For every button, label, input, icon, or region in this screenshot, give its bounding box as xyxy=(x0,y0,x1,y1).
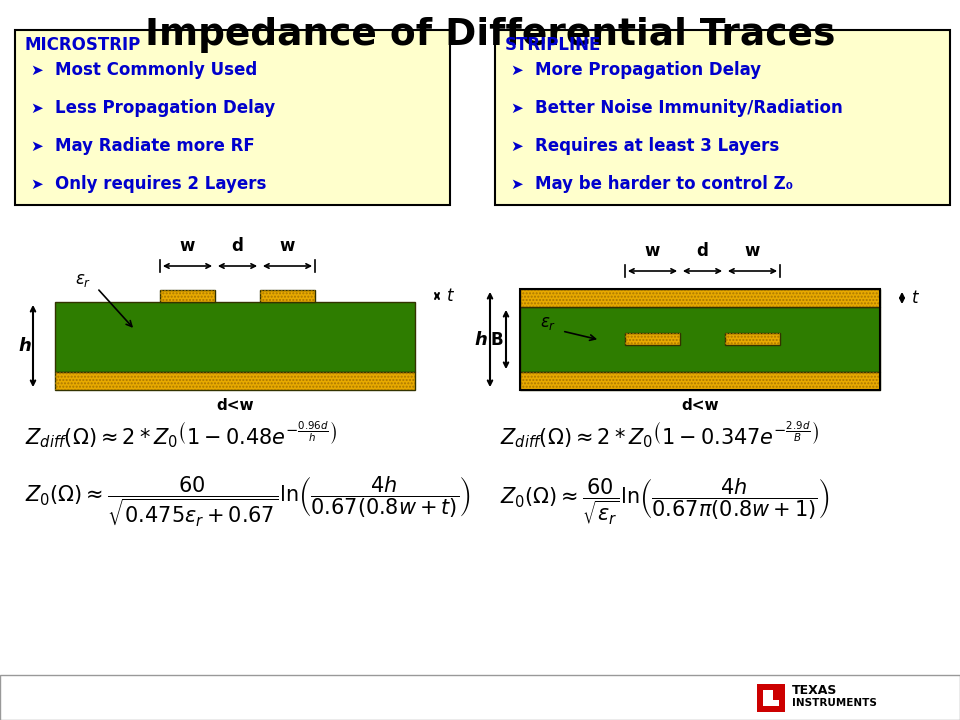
Bar xyxy=(55,372,415,390)
Bar xyxy=(625,333,680,345)
Text: ➤: ➤ xyxy=(510,176,523,192)
Text: $Z_{0}(\Omega)\approx\dfrac{60}{\sqrt{\varepsilon_{r}}}\ln\!\left(\dfrac{4h}{0.6: $Z_{0}(\Omega)\approx\dfrac{60}{\sqrt{\v… xyxy=(500,477,829,527)
Text: w: w xyxy=(645,242,660,260)
Text: d: d xyxy=(231,237,244,255)
Bar xyxy=(160,290,215,302)
Text: $Z_{0}(\Omega)\approx\dfrac{60}{\sqrt{0.475\varepsilon_{r}+0.67}}\ln\!\left(\dfr: $Z_{0}(\Omega)\approx\dfrac{60}{\sqrt{0.… xyxy=(25,475,470,529)
Text: ➤: ➤ xyxy=(30,101,43,115)
Text: Better Noise Immunity/Radiation: Better Noise Immunity/Radiation xyxy=(535,99,843,117)
Text: $Z_{diff}(\Omega)\approx 2*Z_{0}\left(1-0.347e^{-\frac{2.9d}{B}}\right)$: $Z_{diff}(\Omega)\approx 2*Z_{0}\left(1-… xyxy=(500,420,819,451)
Bar xyxy=(725,333,780,345)
Text: TEXAS: TEXAS xyxy=(792,683,837,696)
Text: ➤: ➤ xyxy=(510,101,523,115)
Bar xyxy=(625,333,680,345)
Text: STRIPLINE: STRIPLINE xyxy=(505,36,601,54)
Text: d<w: d<w xyxy=(216,397,253,413)
Text: Less Propagation Delay: Less Propagation Delay xyxy=(55,99,276,117)
Text: B: B xyxy=(491,331,503,349)
Text: ➤: ➤ xyxy=(510,63,523,78)
Text: ➤: ➤ xyxy=(30,138,43,153)
Bar xyxy=(495,30,950,205)
Text: INSTRUMENTS: INSTRUMENTS xyxy=(792,698,876,708)
Bar xyxy=(763,700,779,706)
Bar xyxy=(725,333,780,345)
Text: Only requires 2 Layers: Only requires 2 Layers xyxy=(55,175,266,193)
Text: Impedance of Differential Traces: Impedance of Differential Traces xyxy=(145,17,835,53)
Text: $\varepsilon_r$: $\varepsilon_r$ xyxy=(540,314,556,332)
Text: w: w xyxy=(279,237,295,255)
Bar xyxy=(763,690,773,706)
Bar xyxy=(260,290,315,302)
Text: $Z_{diff}(\Omega)\approx 2*Z_{0}\left(1-0.48e^{-\frac{0.96d}{h}}\right)$: $Z_{diff}(\Omega)\approx 2*Z_{0}\left(1-… xyxy=(25,420,337,451)
Bar xyxy=(520,372,880,390)
Text: ➤: ➤ xyxy=(510,138,523,153)
Text: t: t xyxy=(447,287,453,305)
Text: Requires at least 3 Layers: Requires at least 3 Layers xyxy=(535,137,780,155)
Text: ➤: ➤ xyxy=(30,63,43,78)
Bar xyxy=(520,372,880,390)
Bar xyxy=(750,680,950,715)
Text: d: d xyxy=(697,242,708,260)
Text: d<w: d<w xyxy=(682,397,719,413)
Bar xyxy=(757,684,785,712)
Text: MICROSTRIP: MICROSTRIP xyxy=(25,36,141,54)
Text: h: h xyxy=(18,337,32,355)
Bar xyxy=(520,289,880,307)
Text: More Propagation Delay: More Propagation Delay xyxy=(535,61,761,79)
Text: t: t xyxy=(912,289,919,307)
Bar xyxy=(520,289,880,390)
Bar xyxy=(15,30,450,205)
Text: $\varepsilon_r$: $\varepsilon_r$ xyxy=(75,271,91,289)
Bar xyxy=(260,290,315,302)
Text: May be harder to control Z₀: May be harder to control Z₀ xyxy=(535,175,793,193)
Text: h: h xyxy=(474,331,488,349)
Bar xyxy=(520,307,880,372)
Bar xyxy=(55,372,415,390)
Text: w: w xyxy=(180,237,195,255)
Text: w: w xyxy=(745,242,760,260)
Bar xyxy=(520,289,880,307)
Text: Most Commonly Used: Most Commonly Used xyxy=(55,61,257,79)
Bar xyxy=(160,290,215,302)
Text: ➤: ➤ xyxy=(30,176,43,192)
Text: May Radiate more RF: May Radiate more RF xyxy=(55,137,254,155)
Bar xyxy=(0,675,960,720)
Bar xyxy=(55,302,415,372)
